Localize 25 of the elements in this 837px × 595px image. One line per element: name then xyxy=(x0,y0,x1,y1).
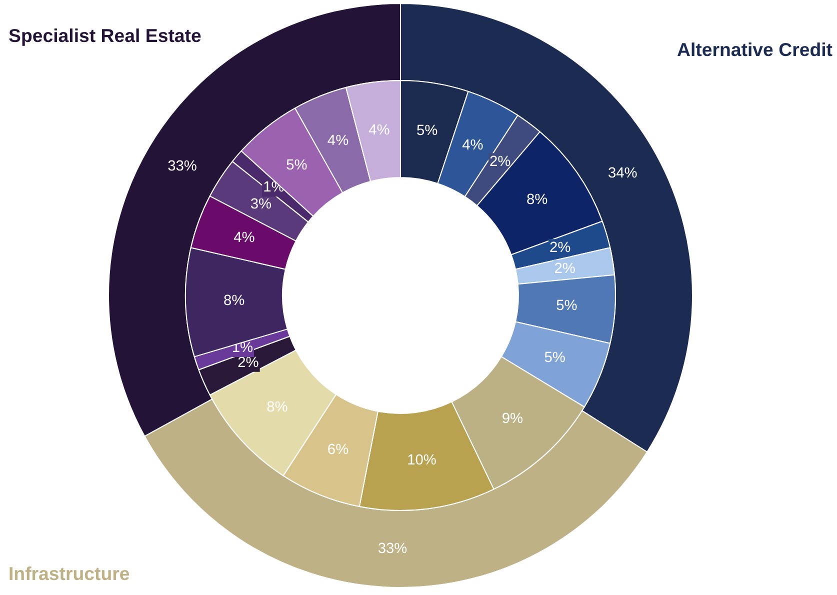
data-label: 8% xyxy=(526,192,548,208)
data-label: 10% xyxy=(407,452,436,469)
text: Specialist Real Estate xyxy=(8,24,202,46)
data-label: 4% xyxy=(327,133,349,150)
text: Infrastructure xyxy=(8,563,130,584)
data-label: 2% xyxy=(489,154,511,170)
data-label: 2% xyxy=(550,240,571,256)
data-label: 5% xyxy=(286,157,308,174)
data-label: 2% xyxy=(238,354,259,371)
data-label: 2% xyxy=(554,260,576,277)
data-label: 9% xyxy=(502,410,524,427)
data-label: 4% xyxy=(462,137,484,154)
data-label: 4% xyxy=(368,122,390,138)
data-label: 4% xyxy=(234,230,255,246)
text: Alternative Credit xyxy=(676,38,833,60)
data-label: 33% xyxy=(378,540,408,557)
data-label: 6% xyxy=(327,442,349,458)
data-label: 5% xyxy=(556,298,578,314)
data-label: 8% xyxy=(266,399,288,416)
data-label: 5% xyxy=(544,350,566,366)
data-label: 3% xyxy=(250,196,272,213)
data-label: 5% xyxy=(416,123,438,140)
data-label: 34% xyxy=(608,165,638,182)
data-label: 33% xyxy=(168,158,197,174)
data-label: 8% xyxy=(223,292,245,309)
